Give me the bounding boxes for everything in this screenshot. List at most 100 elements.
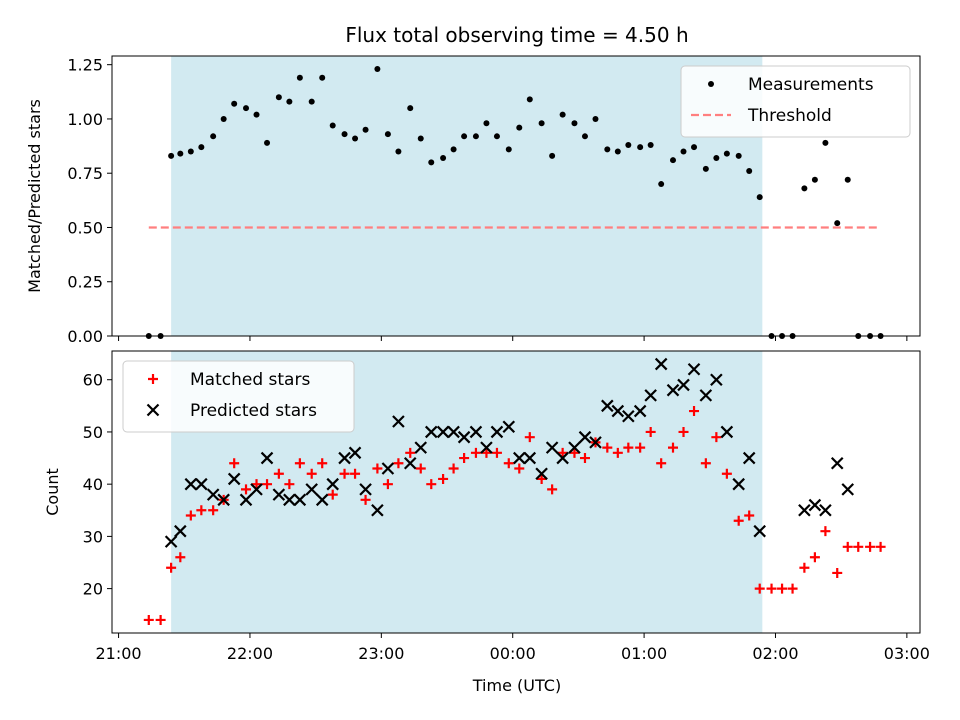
top-measurements-point bbox=[658, 181, 665, 188]
x-tick-label: 01:00 bbox=[621, 644, 667, 663]
bottom-matched-stars-point bbox=[155, 614, 166, 625]
bottom-matched-stars-point bbox=[721, 468, 732, 479]
top-measurements-point bbox=[395, 148, 402, 155]
top-measurements-point bbox=[735, 152, 742, 159]
top-measurements-point bbox=[168, 152, 175, 159]
x-tick-label: 00:00 bbox=[490, 644, 536, 663]
bottom-y-axis-label: Count bbox=[43, 468, 62, 516]
top-measurements-point bbox=[647, 141, 654, 148]
bottom-matched-stars-point bbox=[503, 458, 514, 469]
bottom-matched-stars-point bbox=[799, 562, 810, 573]
top-measurements-point bbox=[407, 105, 414, 112]
bottom-predicted-stars-point bbox=[798, 504, 811, 517]
bottom-predicted-stars-point bbox=[480, 441, 493, 454]
bottom-matched-stars-point bbox=[602, 442, 613, 453]
bottom-predicted-stars-point bbox=[436, 425, 450, 439]
bottom-matched-stars-point bbox=[645, 426, 656, 437]
top-y-axis-label: Matched/Predicted stars bbox=[25, 99, 44, 293]
top-y-tick-label: 0.50 bbox=[67, 218, 103, 237]
bottom-matched-stars-point bbox=[241, 484, 252, 495]
bottom-matched-stars-point bbox=[284, 479, 295, 490]
bottom-matched-stars-point bbox=[853, 541, 864, 552]
top-measurements-point bbox=[352, 135, 359, 142]
bottom-matched-stars-point bbox=[809, 552, 820, 563]
top-measurements-point bbox=[670, 157, 677, 164]
bottom-predicted-stars-point bbox=[272, 488, 286, 501]
bottom-predicted-stars-point bbox=[556, 451, 569, 465]
bottom-predicted-stars-point bbox=[359, 483, 372, 496]
bottom-predicted-stars-point bbox=[568, 441, 581, 454]
top-legend-swatch bbox=[708, 81, 714, 87]
x-tick-label: 21:00 bbox=[96, 644, 142, 663]
top-measurements-point bbox=[625, 141, 632, 148]
bottom-matched-stars-point bbox=[668, 442, 679, 453]
top-measurements-point bbox=[505, 146, 512, 153]
top-measurements-point bbox=[702, 165, 709, 172]
top-measurements-point bbox=[187, 148, 194, 155]
top-measurements-point bbox=[450, 146, 457, 153]
bottom-legend-swatch bbox=[148, 374, 158, 384]
bottom-matched-stars-point bbox=[438, 473, 449, 484]
bottom-predicted-stars-point bbox=[699, 389, 713, 402]
chart-title: Flux total observing time = 4.50 h bbox=[345, 23, 688, 47]
bottom-predicted-stars-point bbox=[535, 467, 548, 480]
bottom-matched-stars-point bbox=[875, 541, 886, 552]
bottom-predicted-stars-point bbox=[227, 472, 241, 486]
bottom-predicted-stars-point bbox=[720, 425, 734, 439]
bottom-legend-label: Matched stars bbox=[190, 370, 310, 390]
bottom-legend-swatch bbox=[146, 403, 160, 417]
top-measurements-point bbox=[472, 133, 479, 140]
bottom-predicted-stars-point bbox=[830, 457, 844, 470]
bottom-matched-stars-point bbox=[350, 468, 361, 479]
top-measurements-point bbox=[362, 126, 369, 133]
bottom-legend-label: Predicted stars bbox=[190, 401, 317, 421]
top-observing-span bbox=[171, 56, 763, 336]
top-legend bbox=[680, 65, 911, 138]
bottom-matched-stars-point bbox=[251, 479, 262, 490]
bottom-predicted-stars-point bbox=[819, 504, 832, 517]
top-measurements-point bbox=[198, 144, 205, 151]
bottom-predicted-stars-point bbox=[732, 477, 745, 491]
top-measurements-point bbox=[308, 98, 315, 105]
bottom-predicted-stars-point bbox=[654, 357, 668, 371]
top-measurements-point bbox=[801, 185, 808, 192]
top-measurements-point bbox=[822, 139, 829, 146]
bottom-predicted-stars-point bbox=[545, 441, 559, 454]
top-measurements-point bbox=[374, 66, 381, 73]
bottom-matched-stars-point bbox=[426, 479, 437, 490]
bottom-predicted-stars-point bbox=[742, 451, 756, 465]
bottom-matched-stars-point bbox=[536, 473, 547, 484]
bottom-matched-stars-point bbox=[733, 515, 744, 526]
top-measurements-point bbox=[493, 133, 500, 140]
bottom-predicted-stars-point bbox=[677, 378, 690, 392]
bottom-matched-stars-point bbox=[360, 494, 371, 505]
top-measurements-point bbox=[723, 150, 730, 157]
bottom-y-tick-label: 20 bbox=[83, 580, 103, 599]
x-axis-label: Time (UTC) bbox=[472, 676, 561, 695]
bottom-predicted-stars-point bbox=[315, 493, 329, 507]
bottom-predicted-stars-point bbox=[217, 493, 230, 507]
bottom-predicted-stars-point bbox=[239, 493, 253, 507]
bottom-matched-stars-point bbox=[579, 453, 590, 464]
top-measurements-point bbox=[275, 94, 282, 101]
bottom-predicted-stars-point bbox=[424, 425, 438, 439]
bottom-predicted-stars-point bbox=[371, 504, 384, 517]
bottom-matched-stars-point bbox=[514, 463, 525, 474]
bottom-predicted-stars-point bbox=[250, 483, 263, 496]
bottom-matched-stars-point bbox=[448, 463, 459, 474]
bottom-predicted-stars-point bbox=[469, 425, 483, 439]
x-tick-label: 03:00 bbox=[884, 644, 930, 663]
top-measurements-point bbox=[516, 124, 523, 131]
bottom-predicted-stars-point bbox=[403, 457, 417, 470]
top-measurements-point bbox=[384, 131, 391, 138]
bottom-matched-stars-point bbox=[787, 583, 798, 594]
x-tick-label: 02:00 bbox=[752, 644, 798, 663]
top-measurements-point bbox=[341, 131, 348, 138]
bottom-axes-frame bbox=[111, 350, 921, 634]
bottom-predicted-stars-point bbox=[753, 524, 766, 538]
bottom-y-tick-label: 60 bbox=[83, 371, 103, 390]
bottom-predicted-stars-point bbox=[164, 535, 178, 548]
bottom-y-tick-label: 30 bbox=[83, 527, 103, 546]
top-y-tick-label: 0.25 bbox=[67, 273, 103, 292]
